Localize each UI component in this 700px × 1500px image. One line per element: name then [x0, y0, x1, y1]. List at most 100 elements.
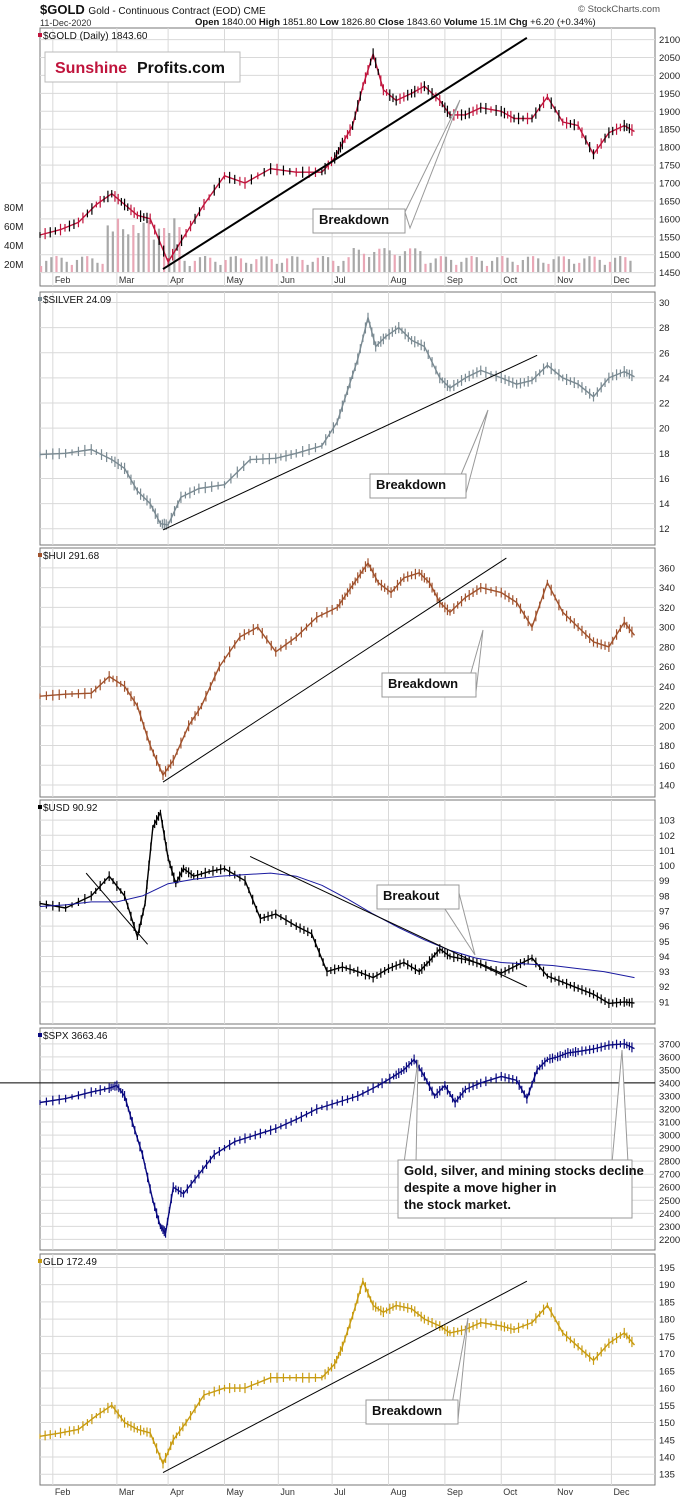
y-tick-label: 93 [659, 967, 670, 978]
ohlc-volume: Volume 15.1M [443, 17, 510, 28]
volume-bar [506, 257, 509, 272]
volume-bar [491, 260, 494, 272]
callout-text: Gold, silver, and mining stocks decline [404, 1163, 644, 1178]
volume-bar [368, 256, 371, 272]
volume-bar [388, 250, 391, 272]
volume-bar [142, 222, 145, 272]
volume-bar [45, 260, 48, 272]
y-tick-label: 160 [659, 761, 675, 772]
volume-bar [496, 257, 499, 272]
chart-date: 11-Dec-2020 [40, 18, 92, 28]
volume-bar [291, 256, 294, 272]
volume-bar [424, 263, 427, 272]
y-tick-label: 155 [659, 1401, 675, 1412]
volume-bar [265, 256, 268, 272]
callout-text: Breakdown [376, 477, 446, 492]
legend-swatch [38, 553, 42, 557]
ohlc-chg: Chg +6.20 (+0.34%) [509, 17, 596, 28]
volume-bar [137, 233, 140, 272]
volume-bar [245, 262, 248, 272]
y-tick-label: 1450 [659, 268, 680, 279]
legend-gld: GLD 172.49 [43, 1257, 97, 1268]
trendline-gld-0 [162, 1280, 528, 1473]
x-tick-label: May [227, 275, 245, 285]
y-tick-label: 195 [659, 1263, 675, 1274]
volume-bar [593, 256, 596, 272]
logo-word-profits: Profits.com [137, 60, 225, 77]
y-tick-label: 1800 [659, 143, 680, 154]
y-tick-label: 2100 [659, 35, 680, 46]
panel-frame-usd [39, 799, 656, 1025]
y-tick-label: 100 [659, 861, 675, 872]
series-line-usd-ma [39, 872, 635, 979]
logo-box [44, 51, 241, 83]
volume-bar [234, 256, 237, 272]
panel-frame-gld [39, 1253, 656, 1486]
y-tick-label: 360 [659, 563, 675, 574]
chart-description: Gold - Continuous Contract (EOD) CME [88, 6, 266, 17]
y-tick-label: 185 [659, 1297, 675, 1308]
stockcharts-credit[interactable]: © StockCharts.com [578, 4, 660, 15]
y-tick-label: 16 [659, 474, 670, 485]
volume-bar [239, 258, 243, 272]
legend-swatch [38, 1033, 42, 1037]
y-tick-label: 2500 [659, 1196, 680, 1207]
volume-bar [132, 224, 135, 272]
volume-bar [434, 258, 437, 272]
volume-bar [280, 262, 284, 272]
volume-bar [178, 227, 181, 272]
y-tick-label: 3600 [659, 1052, 680, 1063]
y-tick-label: 220 [659, 702, 675, 713]
y-tick-label: 101 [659, 846, 675, 857]
volume-bar [450, 259, 453, 272]
volume-bar [557, 256, 560, 272]
x-tick-label: Sep [447, 275, 463, 285]
volume-bar [101, 263, 104, 272]
y-tick-label: 14 [659, 499, 670, 510]
y-tick-label: 3200 [659, 1105, 680, 1116]
x-tick-label: Nov [557, 275, 574, 285]
volume-bar [296, 256, 299, 272]
volume-bar [409, 248, 412, 272]
y-tick-label: 3100 [659, 1118, 680, 1129]
x-tick-label: Feb [55, 275, 71, 285]
volume-bar [229, 256, 232, 272]
volume-bar [111, 231, 114, 272]
legend-usd: $USD 90.92 [43, 803, 98, 814]
legend-swatch [38, 297, 42, 301]
volume-bar [542, 262, 545, 272]
volume-bar [122, 229, 125, 272]
volume-bar [373, 251, 376, 272]
volume-bar [516, 264, 519, 272]
volume-bar [501, 256, 504, 272]
y-tick-label: 1500 [659, 250, 680, 261]
y-tick-label: 2600 [659, 1183, 680, 1194]
volume-bar [327, 257, 330, 272]
y-tick-label: 135 [659, 1470, 675, 1481]
y-tick-label: 3300 [659, 1091, 680, 1102]
y-tick-label: 140 [659, 1453, 675, 1464]
callout-text: despite a move higher in [404, 1180, 556, 1195]
x-tick-label: Apr [170, 1487, 184, 1497]
volume-bar [50, 257, 53, 272]
panel-frame-silver [39, 291, 656, 546]
y-tick-label: 96 [659, 922, 670, 933]
volume-bar [106, 225, 109, 272]
y-tick-label: 280 [659, 642, 675, 653]
volume-bar [86, 256, 89, 272]
volume-bar [470, 256, 473, 272]
ohlc-open: Open 1840.00 [195, 17, 259, 28]
y-tick-label: 2300 [659, 1222, 680, 1233]
volume-bar [224, 259, 227, 272]
trendline-gold-0 [162, 36, 528, 270]
y-tick-label: 2000 [659, 71, 680, 82]
volume-bar [465, 257, 468, 272]
x-tick-label: Aug [391, 1487, 407, 1497]
x-tick-label: Apr [170, 275, 184, 285]
y-tick-label: 240 [659, 682, 675, 693]
volume-bar [96, 262, 99, 272]
callout-text: the stock market. [404, 1197, 511, 1212]
volume-bar [188, 265, 191, 272]
volume-bar [321, 256, 325, 272]
y-tick-label: 3000 [659, 1131, 680, 1142]
